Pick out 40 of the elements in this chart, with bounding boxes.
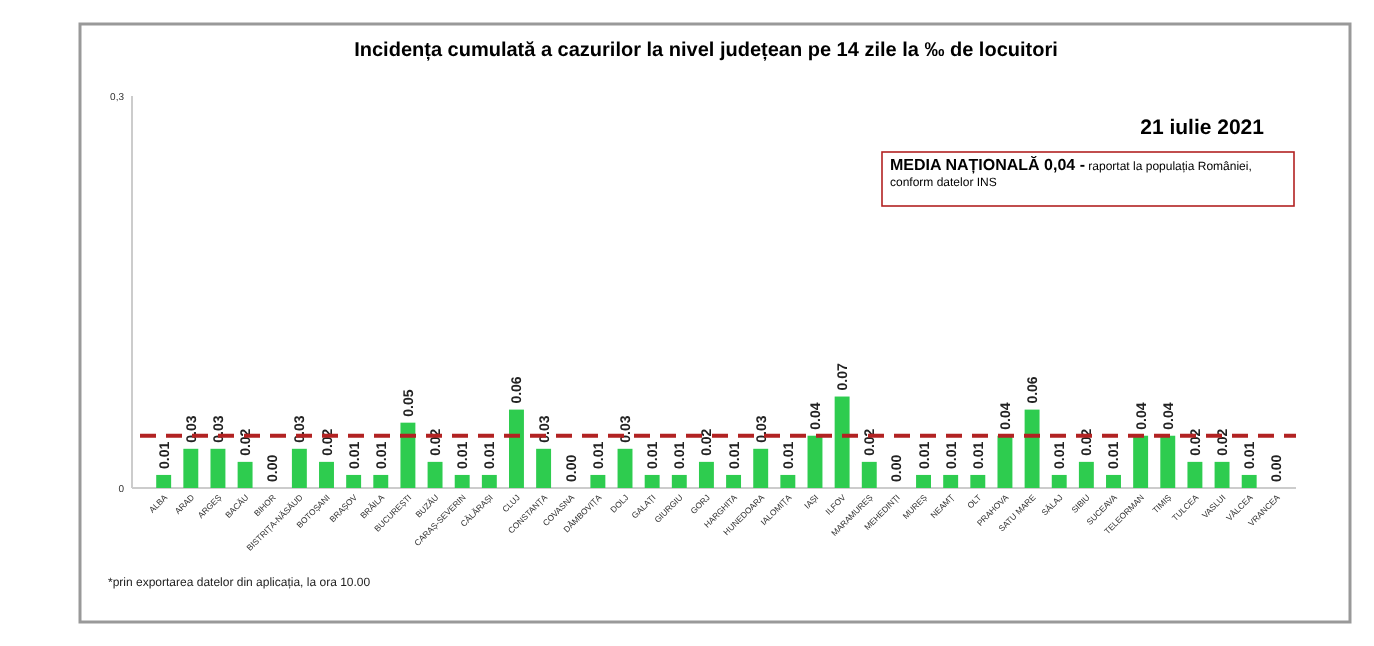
text: 21 iulie 2021 <box>1140 116 1265 140</box>
bar <box>861 461 877 488</box>
bar <box>373 474 389 488</box>
bar <box>291 448 307 488</box>
bar <box>970 474 986 488</box>
bar <box>210 448 226 488</box>
bar <box>1078 461 1094 488</box>
bar <box>319 461 334 488</box>
chart-title: Incidența cumulată a cazurilor la nivel județean pe 14 zile la ‰ de locuitori <box>354 40 1059 62</box>
bar <box>481 474 497 488</box>
bar <box>780 474 796 488</box>
bar <box>1214 461 1230 488</box>
bar <box>1241 474 1257 488</box>
bar <box>1133 435 1149 488</box>
bar <box>1160 435 1176 488</box>
bar <box>617 448 633 488</box>
bar <box>237 461 253 488</box>
bar <box>400 422 416 488</box>
bar <box>1106 474 1121 488</box>
bar <box>1187 461 1203 488</box>
bar <box>1024 409 1040 488</box>
bar <box>1051 474 1067 488</box>
bar <box>916 474 931 488</box>
bar <box>644 474 660 488</box>
bar <box>509 409 524 488</box>
bar <box>183 448 199 488</box>
bar <box>346 474 362 488</box>
bar <box>454 474 470 488</box>
bar <box>590 474 606 488</box>
bar <box>427 461 443 488</box>
bar <box>156 474 172 488</box>
bar <box>671 474 687 488</box>
bar <box>536 448 552 488</box>
bar <box>698 461 714 488</box>
bar <box>753 448 769 488</box>
bar <box>807 435 823 488</box>
bar <box>997 435 1013 488</box>
bar <box>834 396 850 488</box>
bar <box>943 474 959 488</box>
bar <box>726 474 742 488</box>
